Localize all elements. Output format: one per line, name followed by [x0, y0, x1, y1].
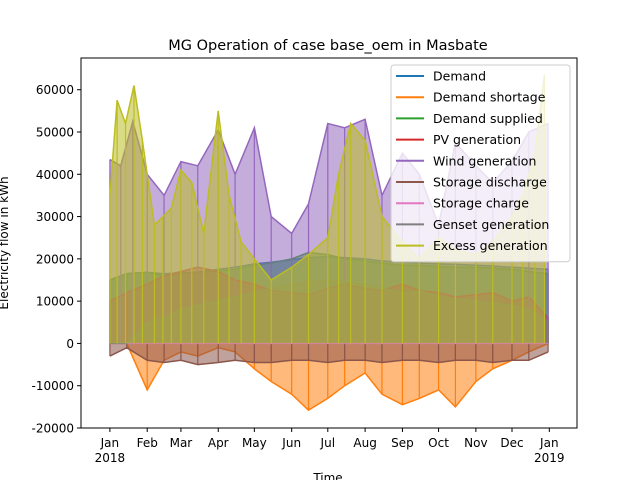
series-5: [109, 343, 549, 366]
x-tick-label: Apr: [208, 436, 229, 450]
x-tick-label: Jan: [100, 436, 120, 450]
x-tick-label: Jul: [320, 436, 335, 450]
legend-label: Demand supplied: [433, 111, 543, 126]
y-tick-label: 60000: [36, 83, 74, 97]
plot-frame: [80, 57, 578, 429]
x-tick-label: Sep: [391, 436, 414, 450]
x-tick-year-label: 2018: [95, 451, 126, 465]
y-tick-label: 0: [66, 337, 74, 351]
legend-label: Storage discharge: [433, 175, 547, 190]
x-tick-label: Oct: [428, 436, 449, 450]
legend-label: Demand: [433, 69, 486, 84]
x-tick-label: Jun: [281, 436, 301, 450]
x-tick-label: Dec: [500, 436, 523, 450]
series-8: [109, 74, 546, 344]
y-tick-label: 20000: [36, 252, 74, 266]
x-tick-year-label: 2019: [534, 451, 565, 465]
legend-label: Excess generation: [433, 238, 548, 253]
x-tick-label: May: [242, 436, 267, 450]
y-axis: -20000 -10000 0 10000 20000 30000 40000 50000 60…: [31, 83, 81, 436]
x-tick-label: Jan: [539, 436, 559, 450]
legend-label: Wind generation: [433, 153, 536, 168]
x-tick-label: Feb: [137, 436, 158, 450]
y-tick-label: 10000: [36, 295, 74, 309]
y-tick-label: 30000: [36, 210, 74, 224]
chart-title: MG Operation of case base_oem in Masbate: [168, 38, 488, 54]
legend-label: Demand shortage: [433, 90, 546, 105]
series-layer: [109, 74, 549, 412]
y-tick-label: 40000: [36, 168, 74, 182]
legend: Demand Demand shortage Demand supplied PV g…: [390, 64, 571, 263]
x-tick-label: Aug: [353, 436, 376, 450]
legend-label: Genset generation: [433, 217, 549, 232]
x-axis-label: Time: [312, 471, 342, 480]
y-tick-label: -20000: [31, 422, 74, 436]
x-tick-label: Mar: [170, 436, 193, 450]
y-tick-label: 50000: [36, 126, 74, 140]
legend-label: Storage charge: [433, 196, 529, 211]
y-tick-label: -10000: [31, 379, 74, 393]
y-axis-label: Electricity flow in kWh: [0, 176, 11, 309]
x-tick-label: Nov: [464, 436, 487, 450]
legend-box: [390, 64, 571, 263]
legend-label: PV generation: [433, 132, 521, 147]
